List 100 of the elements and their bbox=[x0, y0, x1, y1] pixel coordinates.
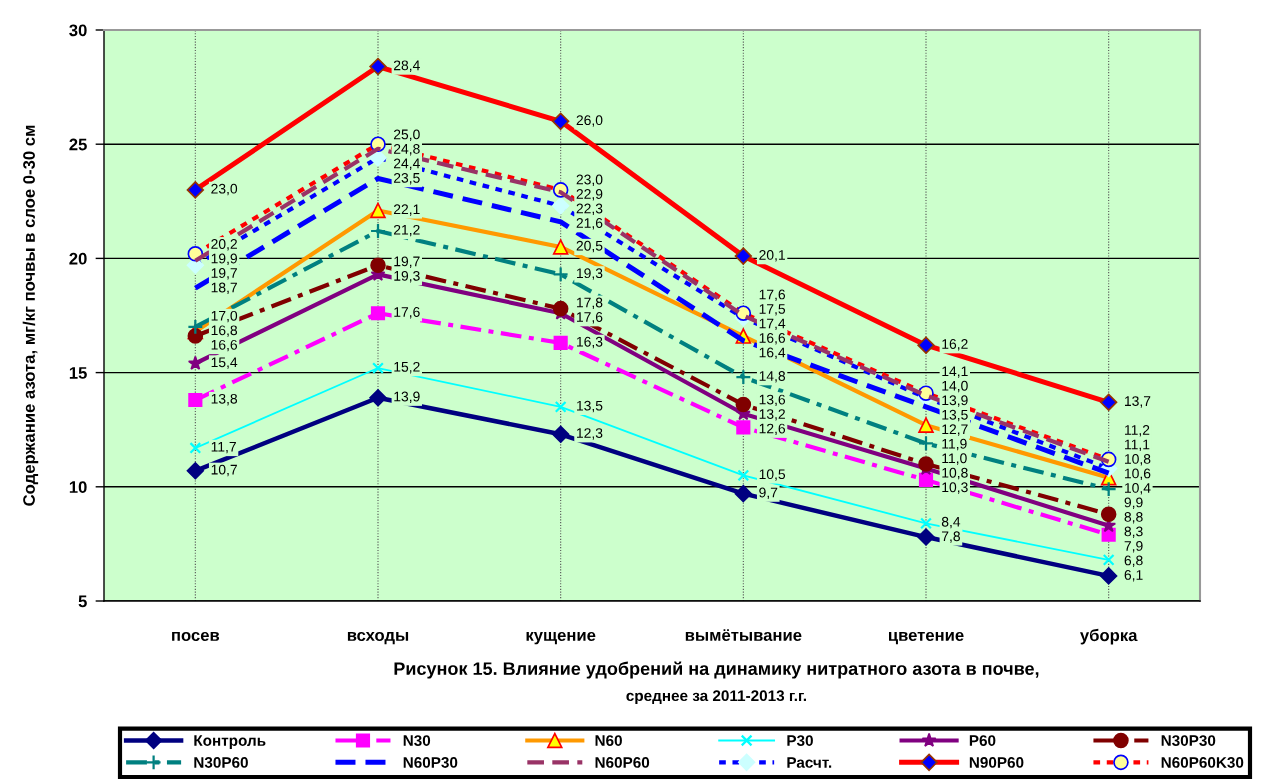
legend-label: N60P60K30 bbox=[1161, 757, 1244, 768]
legend-label: Контроль bbox=[194, 735, 266, 750]
y-tick-label: 10 bbox=[69, 481, 87, 493]
data-label: 13,2 bbox=[759, 409, 785, 421]
data-label: 12,7 bbox=[942, 424, 968, 436]
data-label: 17,6 bbox=[394, 307, 420, 319]
data-label: 19,9 bbox=[211, 253, 237, 266]
point bbox=[369, 389, 387, 407]
data-label: 17,6 bbox=[759, 289, 786, 301]
data-label: 16,6 bbox=[759, 333, 786, 345]
x-tick-label: кущение bbox=[526, 631, 596, 645]
data-label: 14,8 bbox=[759, 371, 786, 383]
point bbox=[735, 369, 752, 386]
x-tick-label: посев bbox=[172, 631, 220, 642]
data-label: 20,1 bbox=[759, 250, 785, 262]
y-axis-title: Содержание азота, мг/кг почвы в слое 0-30 см bbox=[22, 125, 39, 506]
legend-label: N30P60 bbox=[194, 757, 248, 768]
data-label: 16,3 bbox=[577, 336, 603, 349]
data-label: 21,2 bbox=[393, 224, 420, 237]
data-label: 11,2 bbox=[1125, 425, 1150, 437]
data-label: 6,1 bbox=[1124, 570, 1143, 582]
data-label: 17,5 bbox=[759, 304, 786, 316]
data-label: 22,9 bbox=[576, 189, 603, 201]
x-tick-label: уборка bbox=[1080, 628, 1138, 645]
legend-label: Расчт. bbox=[787, 757, 832, 768]
data-label: 12,3 bbox=[577, 428, 603, 440]
data-label: 19,7 bbox=[394, 256, 420, 268]
data-label: 7,9 bbox=[1124, 541, 1143, 553]
data-label: 16,2 bbox=[942, 339, 968, 351]
point bbox=[189, 442, 202, 454]
point bbox=[551, 425, 570, 443]
point bbox=[737, 469, 750, 482]
data-label: 13,5 bbox=[942, 409, 968, 422]
point bbox=[187, 355, 203, 370]
data-label: 19,3 bbox=[577, 268, 603, 280]
legend-label: N60 bbox=[595, 735, 622, 746]
legend-label: N60P60 bbox=[595, 757, 650, 768]
x-tick-label: всходы bbox=[347, 631, 409, 645]
y-tick-label: 25 bbox=[69, 138, 87, 151]
data-label: 16,8 bbox=[211, 325, 238, 337]
data-label: 17,8 bbox=[577, 297, 603, 310]
legend-label: N60P30 bbox=[403, 757, 458, 768]
data-label: 8,3 bbox=[1124, 526, 1143, 538]
point bbox=[1102, 553, 1115, 566]
point bbox=[1099, 567, 1118, 585]
data-label: 10,3 bbox=[942, 482, 968, 494]
data-label: 13,9 bbox=[942, 395, 968, 407]
data-label: 8,8 bbox=[1124, 512, 1143, 524]
point bbox=[734, 484, 753, 503]
data-label: 7,8 bbox=[941, 531, 960, 543]
point bbox=[187, 328, 204, 344]
y-tick-label: 20 bbox=[69, 252, 87, 265]
data-label: 10,4 bbox=[1125, 483, 1151, 495]
data-label: 17,0 bbox=[211, 310, 238, 323]
point bbox=[370, 306, 386, 321]
point bbox=[372, 362, 384, 374]
data-label: 17,6 bbox=[577, 312, 603, 324]
point bbox=[553, 335, 568, 350]
data-label: 21,6 bbox=[576, 218, 603, 230]
data-label: 8,4 bbox=[941, 516, 961, 529]
point bbox=[1100, 506, 1117, 522]
y-tick-label: 30 bbox=[69, 24, 87, 37]
data-label: 13,7 bbox=[1125, 396, 1151, 408]
data-label: 14,0 bbox=[942, 380, 968, 393]
data-label: 24,8 bbox=[393, 143, 420, 156]
data-label: 20,2 bbox=[211, 239, 237, 251]
legend-label: P30 bbox=[787, 735, 813, 747]
text: Рисунок 15. Влияние удобрений на динамику нитратного азота в почве, bbox=[394, 661, 1039, 679]
x-tick-label: вымётывание bbox=[685, 629, 802, 642]
text: среднее за 2011-2013 г.г. bbox=[626, 690, 806, 705]
data-label: 9,9 bbox=[1124, 497, 1143, 509]
data-label: 15,4 bbox=[211, 357, 238, 369]
data-label: 22,1 bbox=[393, 204, 420, 216]
data-label: 13,8 bbox=[211, 393, 238, 406]
data-label: 19,7 bbox=[211, 268, 237, 280]
data-label: 11,7 bbox=[211, 442, 236, 454]
data-label: 19,3 bbox=[394, 270, 420, 283]
data-label: 11,9 bbox=[942, 438, 967, 451]
point bbox=[370, 257, 386, 274]
data-label: 12,6 bbox=[759, 423, 786, 436]
legend-label: N90P60 bbox=[969, 757, 1024, 768]
data-label: 16,4 bbox=[759, 347, 786, 359]
legend-label: N30 bbox=[403, 735, 431, 747]
point bbox=[188, 392, 203, 408]
data-label: 11,0 bbox=[942, 453, 967, 465]
point bbox=[552, 300, 569, 317]
data-label: 10,8 bbox=[1125, 454, 1151, 466]
data-label: 10,5 bbox=[759, 469, 786, 481]
data-label: 22,3 bbox=[576, 203, 603, 216]
data-label: 25,0 bbox=[393, 129, 420, 141]
data-label: 20,5 bbox=[576, 240, 603, 253]
data-label: 18,7 bbox=[211, 282, 237, 295]
data-label: 23,0 bbox=[211, 183, 238, 196]
point bbox=[917, 435, 935, 452]
point bbox=[1100, 481, 1117, 498]
data-label: 17,4 bbox=[759, 318, 786, 330]
point bbox=[554, 400, 567, 413]
data-label: 11,1 bbox=[1125, 439, 1150, 451]
data-label: 24,4 bbox=[393, 158, 420, 170]
point bbox=[918, 456, 934, 472]
